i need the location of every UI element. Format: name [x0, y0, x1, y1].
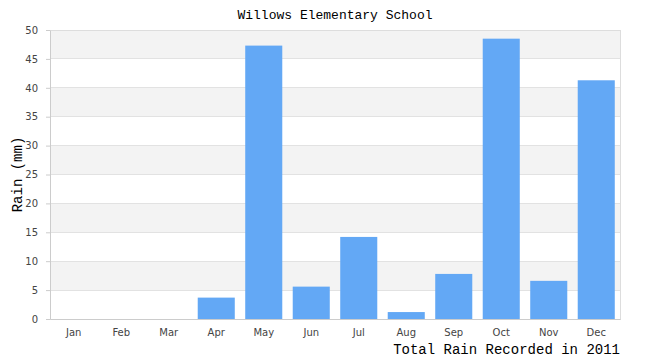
bar [198, 298, 235, 319]
bar [530, 281, 567, 319]
bar [293, 287, 330, 319]
y-tick-mark [46, 59, 50, 60]
title: Willows Elementary School [237, 8, 432, 23]
y-tick-label: 50 [25, 25, 38, 36]
x-axis: Jan Feb Mar Apr May Jun Jul Aug Sep Oct Nov Dec [51, 319, 621, 338]
bar [483, 39, 520, 319]
y-tick: 5 [32, 285, 50, 296]
x-tick: Nov [539, 319, 559, 338]
y-tick: 0 [32, 314, 50, 325]
grid-bands [50, 30, 620, 290]
y-tick-mark [46, 203, 50, 204]
grid-line [50, 145, 620, 146]
grid-line [50, 174, 620, 175]
y-tick: 45 [25, 54, 50, 65]
y-tick: 20 [25, 198, 50, 209]
x-tick: Jan [65, 319, 81, 338]
bar [578, 80, 615, 319]
y-tick: 25 [25, 169, 50, 180]
y-tick-label: 40 [25, 83, 38, 94]
plot-background [50, 30, 620, 319]
x-tick-label: Oct [493, 327, 510, 338]
y-axis: 0 5 10 15 20 25 30 35 40 45 50 [25, 25, 50, 325]
grid-band [50, 30, 620, 59]
x-tick-label: May [253, 327, 274, 338]
grid-lines [50, 30, 620, 319]
y-tick-label: 25 [25, 169, 38, 180]
x-tick: Sep [444, 319, 463, 338]
y-axis-line [50, 31, 51, 320]
x-tick: May [253, 319, 274, 338]
x-tick-label: Feb [112, 327, 130, 338]
bar [340, 237, 377, 319]
y-tick-mark [46, 319, 50, 320]
y-tick-mark [46, 290, 50, 291]
grid-line [50, 116, 620, 117]
x-tick-label: Aug [396, 327, 416, 338]
y-tick-mark [46, 232, 50, 233]
plot: 0 5 10 15 20 25 30 35 40 45 50 Jan Feb Mar Apr May Jun Ju… [25, 25, 620, 338]
x-tick: Dec [587, 319, 606, 338]
bar [245, 46, 282, 319]
x-tick-label: Sep [444, 327, 463, 338]
x-tick-label: Jun [302, 327, 319, 338]
x-tick: Jun [302, 319, 319, 338]
y-tick-label: 35 [25, 111, 38, 122]
grid-line [50, 232, 620, 233]
y-tick: 15 [25, 227, 50, 238]
x-tick: Jul [352, 319, 365, 338]
x-tick-label: Jan [65, 327, 81, 338]
grid-band [50, 203, 620, 232]
x-axis-line [51, 319, 621, 320]
y-tick-label: 10 [25, 256, 38, 267]
y-tick-label: 0 [32, 314, 38, 325]
y-tick-mark [46, 146, 50, 147]
y-tick-mark [46, 88, 50, 89]
grid-line [50, 58, 620, 59]
grid-band [50, 88, 620, 117]
x-tick-label: Nov [539, 327, 559, 338]
y-tick: 30 [25, 140, 50, 151]
x-tick: Mar [159, 319, 179, 338]
y-tick-mark [46, 261, 50, 262]
x-tick: Apr [208, 319, 226, 338]
chart: 0 5 10 15 20 25 30 35 40 45 50 Jan Feb Mar Apr May Jun Ju… [0, 0, 650, 360]
y-tick-mark [46, 175, 50, 176]
x-tick-label: Jul [352, 327, 365, 338]
y-tick-mark [46, 117, 50, 118]
y-tick-label: 20 [25, 198, 38, 209]
bars [198, 39, 615, 319]
grid-line [50, 87, 620, 88]
plot-frame [50, 30, 620, 319]
x-tick-label: Dec [587, 327, 606, 338]
x-tick-label: Mar [159, 327, 179, 338]
y-tick-label: 30 [25, 140, 38, 151]
y-tick: 10 [25, 256, 50, 267]
x-tick: Aug [396, 319, 416, 338]
grid-line [50, 261, 620, 262]
grid-line [50, 203, 620, 204]
y-tick-label: 15 [25, 227, 38, 238]
y-tick: 50 [25, 25, 50, 36]
y-tick: 40 [25, 83, 50, 94]
x-tick: Feb [112, 319, 130, 338]
y-tick-label: 45 [25, 54, 38, 65]
y-tick-label: 5 [32, 285, 38, 296]
x-tick-label: Apr [208, 327, 226, 338]
y-tick-mark [46, 30, 50, 31]
x-axis-title: Total Rain Recorded in 2011 [393, 342, 620, 358]
x-tick: Oct [493, 319, 510, 338]
bar [388, 312, 425, 319]
grid-band [50, 146, 620, 175]
bar [435, 274, 472, 319]
y-axis-title: Rain (mm) [10, 137, 26, 213]
y-tick: 35 [25, 111, 50, 122]
